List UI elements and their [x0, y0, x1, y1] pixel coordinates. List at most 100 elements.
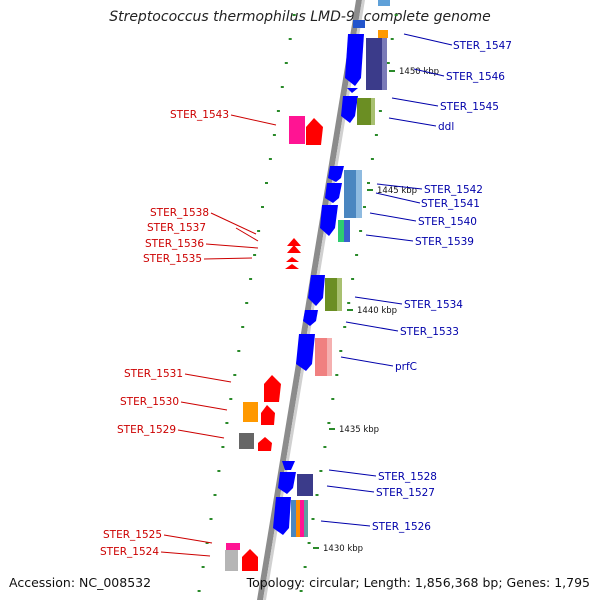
gene-label[interactable]: ddl [438, 121, 454, 133]
gene-block[interactable] [378, 30, 388, 38]
gene-label[interactable]: STER_1530 [120, 396, 179, 408]
gene-label[interactable]: STER_1543 [170, 109, 229, 121]
tick-mark [335, 374, 339, 376]
tick-mark [209, 518, 213, 520]
scale-label-1445: 1445 kbp [377, 186, 417, 196]
gene-arrow[interactable] [258, 437, 272, 451]
tick-mark [299, 590, 303, 592]
gene-block[interactable] [291, 500, 296, 537]
gene-label[interactable]: STER_1535 [143, 253, 202, 265]
tick-mark [367, 182, 370, 184]
gene-block[interactable] [300, 500, 304, 537]
gene-arrow[interactable] [261, 405, 275, 425]
gene-block[interactable] [338, 220, 345, 242]
gene-block[interactable] [289, 116, 305, 144]
gene-label[interactable]: STER_1536 [145, 238, 204, 250]
gene-arrow[interactable] [328, 166, 344, 182]
tick-mark [213, 494, 217, 496]
gene-block[interactable] [371, 98, 375, 125]
tick-mark [265, 182, 268, 184]
scale-labels: 1450 kbp 1445 kbp 1440 kbp 1435 kbp 1430… [323, 67, 439, 554]
gene-block[interactable] [297, 474, 313, 496]
gene-block[interactable] [296, 500, 300, 537]
tick-mark [292, 14, 296, 16]
right-gene-labels: STER_1547 STER_1546 STER_1545 ddl STER_1… [372, 40, 512, 533]
major-tick-mark [313, 547, 319, 549]
gene-arrow[interactable] [287, 238, 301, 246]
gene-block[interactable] [366, 38, 384, 90]
tick-mark [351, 278, 355, 280]
gene-label[interactable]: STER_1542 [424, 184, 483, 196]
gene-block[interactable] [239, 433, 254, 449]
gene-arrow[interactable] [303, 310, 318, 326]
gene-label[interactable]: STER_1537 [147, 222, 206, 234]
tick-mark [241, 326, 245, 328]
tick-mark [249, 278, 253, 280]
gene-arrow[interactable] [282, 461, 295, 470]
gene-arrow[interactable] [341, 96, 358, 123]
tick-mark [268, 158, 272, 160]
gene-label[interactable]: STER_1545 [440, 101, 499, 113]
gene-label[interactable]: STER_1529 [117, 424, 176, 436]
gene-arrow[interactable] [345, 34, 364, 86]
gene-label[interactable]: STER_1533 [400, 326, 459, 338]
gene-label[interactable]: STER_1527 [376, 487, 435, 499]
tick-mark [197, 590, 201, 592]
gene-block[interactable] [356, 170, 362, 218]
gene-label[interactable]: prfC [395, 361, 417, 373]
tick-mark [386, 62, 390, 64]
gene-block[interactable] [378, 0, 390, 6]
gene-arrow[interactable] [285, 264, 299, 269]
gene-label[interactable]: STER_1547 [453, 40, 512, 52]
gene-block[interactable] [242, 557, 258, 571]
tick-mark [233, 374, 237, 376]
tick-mark [343, 326, 347, 328]
gene-label[interactable]: STER_1538 [150, 207, 209, 219]
gene-block[interactable] [226, 543, 240, 550]
gene-block[interactable] [327, 338, 332, 376]
gene-block[interactable] [304, 500, 308, 537]
gene-arrow[interactable] [306, 118, 323, 145]
major-tick-mark [347, 309, 353, 311]
gene-label[interactable]: STER_1539 [415, 236, 474, 248]
gene-block[interactable] [243, 402, 258, 422]
gene-arrow[interactable] [296, 334, 315, 371]
gene-label[interactable]: STER_1524 [100, 546, 159, 558]
gene-label[interactable]: STER_1540 [418, 216, 477, 228]
scale-label-1440: 1440 kbp [357, 306, 397, 316]
gene-block[interactable] [225, 550, 238, 571]
gene-label[interactable]: STER_1525 [103, 529, 162, 541]
scale-label-1430: 1430 kbp [323, 544, 363, 554]
gene-arrow[interactable] [325, 183, 342, 203]
gene-label[interactable]: STER_1531 [124, 368, 183, 380]
scale-label-1450: 1450 kbp [399, 67, 439, 77]
gene-arrow[interactable] [278, 472, 296, 494]
tick-mark [272, 134, 276, 136]
gene-label[interactable]: STER_1528 [378, 471, 437, 483]
left-connectors [160, 114, 277, 557]
accession-text: Accession: NC_008532 [9, 575, 152, 590]
gene-block[interactable] [353, 20, 365, 28]
tick-mark [331, 398, 335, 400]
forward-genes [273, 0, 390, 537]
gene-arrow[interactable] [273, 497, 291, 535]
gene-arrow[interactable] [347, 88, 358, 93]
gene-arrow[interactable] [286, 257, 299, 262]
gene-block[interactable] [344, 220, 350, 242]
gene-block[interactable] [357, 98, 373, 125]
gene-label[interactable]: STER_1526 [372, 521, 431, 533]
gene-label[interactable]: STER_1546 [446, 71, 505, 83]
gene-arrow[interactable] [264, 375, 281, 402]
tick-mark [363, 206, 366, 208]
gene-arrow[interactable] [308, 275, 325, 306]
gene-block[interactable] [337, 278, 342, 311]
tick-mark [276, 110, 280, 112]
gene-arrow[interactable] [242, 549, 258, 557]
gene-block[interactable] [382, 38, 387, 90]
gene-label[interactable]: STER_1541 [421, 198, 480, 210]
tick-mark [323, 446, 327, 448]
gene-arrow[interactable] [287, 245, 301, 253]
gene-arrow[interactable] [320, 205, 338, 236]
gene-label[interactable]: STER_1534 [404, 299, 463, 311]
